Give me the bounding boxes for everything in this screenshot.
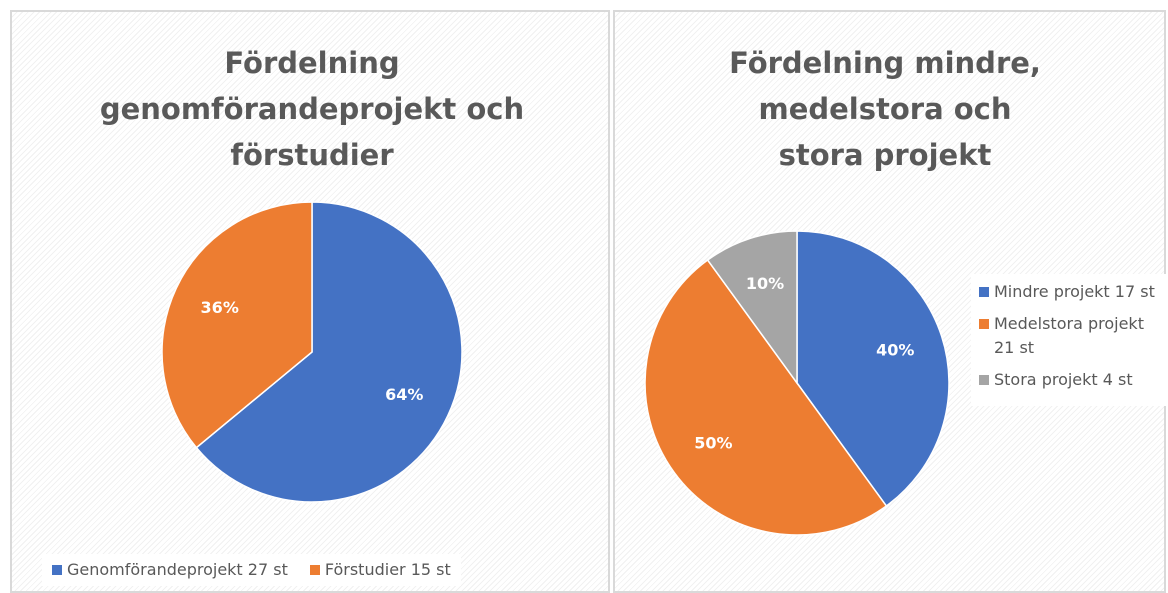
legend-swatch bbox=[979, 375, 989, 385]
legend-label: Mindre projekt 17 st bbox=[994, 282, 1155, 301]
legend-swatch bbox=[309, 565, 320, 575]
legend-swatch bbox=[52, 565, 62, 575]
legend-item: Genomförandeprojekt 27 st bbox=[52, 558, 288, 582]
legend-item: Medelstora projekt 21 st bbox=[979, 312, 1168, 360]
data-label: 64% bbox=[385, 385, 423, 404]
legend-label: Genomförandeprojekt 27 st bbox=[67, 560, 288, 579]
pie-chart: 40% 50% 10% bbox=[644, 230, 950, 536]
pie-slice bbox=[644, 258, 888, 536]
legend-item: Förstudier 15 st bbox=[309, 558, 451, 582]
legend-item: Stora projekt 4 st bbox=[979, 368, 1168, 392]
chart-panel: 40% 50% 10% Mindre projekt 17 st Medelstora … bbox=[613, 10, 1168, 593]
pie-slice bbox=[796, 230, 950, 508]
pie-slice bbox=[706, 230, 798, 386]
chart-title: Fördelning mindre, medelstora och stora … bbox=[729, 46, 1041, 172]
pie-slice bbox=[161, 201, 313, 449]
legend: Mindre projekt 17 st Medelstora projekt 2… bbox=[971, 274, 1168, 406]
legend-label: Medelstora projekt 21 st bbox=[994, 314, 1144, 357]
legend-label: Förstudier 15 st bbox=[324, 560, 451, 579]
data-label: 36% bbox=[201, 298, 239, 317]
pie-chart: 64% 36% bbox=[161, 201, 463, 503]
legend-item: Mindre projekt 17 st bbox=[979, 280, 1168, 304]
data-label: 10% bbox=[746, 274, 784, 293]
legend-label: Stora projekt 4 st bbox=[994, 370, 1133, 389]
legend: Genomförandeprojekt 27 st Förstudier 15 s… bbox=[42, 554, 461, 586]
data-label: 40% bbox=[876, 341, 914, 360]
legend-swatch bbox=[979, 319, 989, 329]
pie-slice bbox=[195, 201, 463, 503]
data-label: 50% bbox=[694, 433, 732, 452]
chart-panel: 64% 36% Genomförandeprojekt 27 st Förstudie… bbox=[10, 10, 610, 593]
legend-swatch bbox=[979, 287, 989, 297]
chart-title: Fördelning genomförandeprojekt och först… bbox=[99, 46, 525, 172]
